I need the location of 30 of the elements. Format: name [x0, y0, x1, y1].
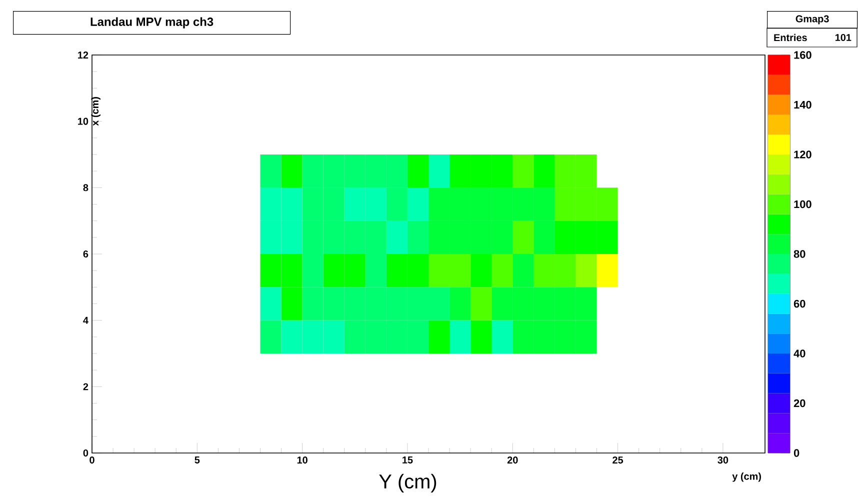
y-tick-label: 2: [83, 383, 88, 390]
x-axis-title: y (cm): [732, 472, 761, 482]
color-bar-label: 100: [794, 200, 812, 208]
color-bar-label: 40: [794, 350, 806, 358]
y-axis-title: x (cm): [91, 97, 100, 126]
y-tick-label: 4: [83, 316, 88, 324]
y-tick-label: 8: [83, 184, 88, 192]
color-bar-label: 160: [794, 51, 812, 59]
color-bar-label: 20: [794, 399, 806, 408]
x-tick-label: 15: [402, 456, 413, 464]
text: Y (cm): [379, 474, 436, 492]
x-tick-label: 0: [90, 456, 94, 464]
x-tick-label: 25: [612, 456, 624, 464]
x-tick-label: 20: [507, 456, 518, 464]
y-tick-label: 6: [83, 250, 88, 258]
x-tick-label: 5: [194, 456, 200, 464]
chart-title: Landau MPV map ch3: [90, 17, 214, 28]
text: Gmap3: [796, 15, 829, 24]
text: Entries: [774, 34, 807, 42]
y-tick-label: 10: [78, 118, 88, 125]
y-tick-label: 0: [83, 449, 88, 457]
x-tick-label: 30: [718, 456, 728, 464]
color-bar-label: 80: [794, 250, 806, 258]
color-bar-label: 140: [794, 100, 812, 109]
color-bar-label: 0: [794, 449, 800, 457]
x-tick-label: 10: [297, 456, 308, 464]
y-tick-label: 12: [78, 52, 88, 58]
color-bar-label: 120: [794, 150, 812, 158]
color-bar-label: 60: [794, 300, 806, 308]
text: 101: [835, 34, 852, 42]
